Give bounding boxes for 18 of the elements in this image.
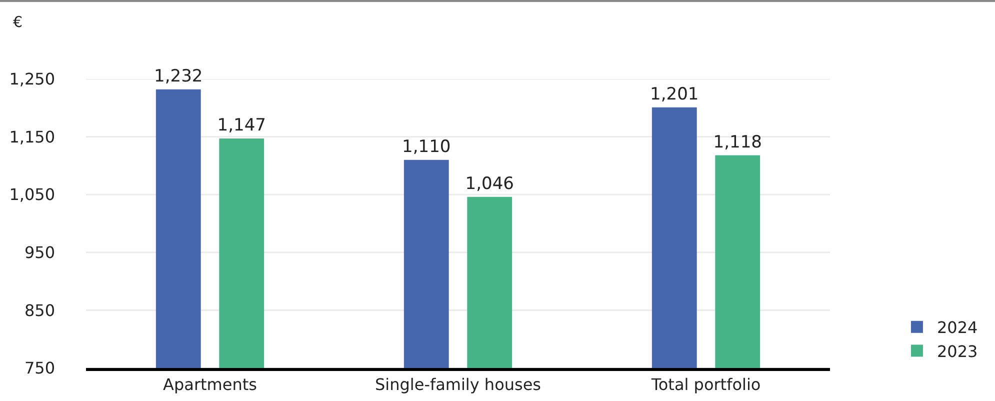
data-label: 1,232 — [154, 66, 203, 86]
y-tick-label: 950 — [24, 243, 55, 262]
legend-label: 2023 — [936, 342, 978, 361]
y-tick-label: 850 — [24, 300, 55, 320]
x-tick-label: Single-family houses — [374, 375, 542, 394]
y-axis-title: € — [13, 13, 23, 31]
data-label: 1,118 — [713, 132, 762, 152]
x-tick-label: Total portfolio — [650, 375, 761, 394]
y-tick-label: 1,250 — [9, 70, 55, 89]
x-tick-label: Apartments — [163, 375, 257, 394]
data-label: 1,110 — [402, 136, 451, 157]
y-tick-label: 1,050 — [9, 185, 55, 204]
legend-label: 2024 — [936, 318, 978, 338]
data-label: 1,046 — [465, 174, 514, 194]
data-label: 1,201 — [650, 84, 699, 104]
data-label: 1,147 — [217, 116, 266, 136]
y-tick-label: 1,150 — [9, 127, 55, 146]
y-tick-label: 750 — [24, 358, 55, 378]
